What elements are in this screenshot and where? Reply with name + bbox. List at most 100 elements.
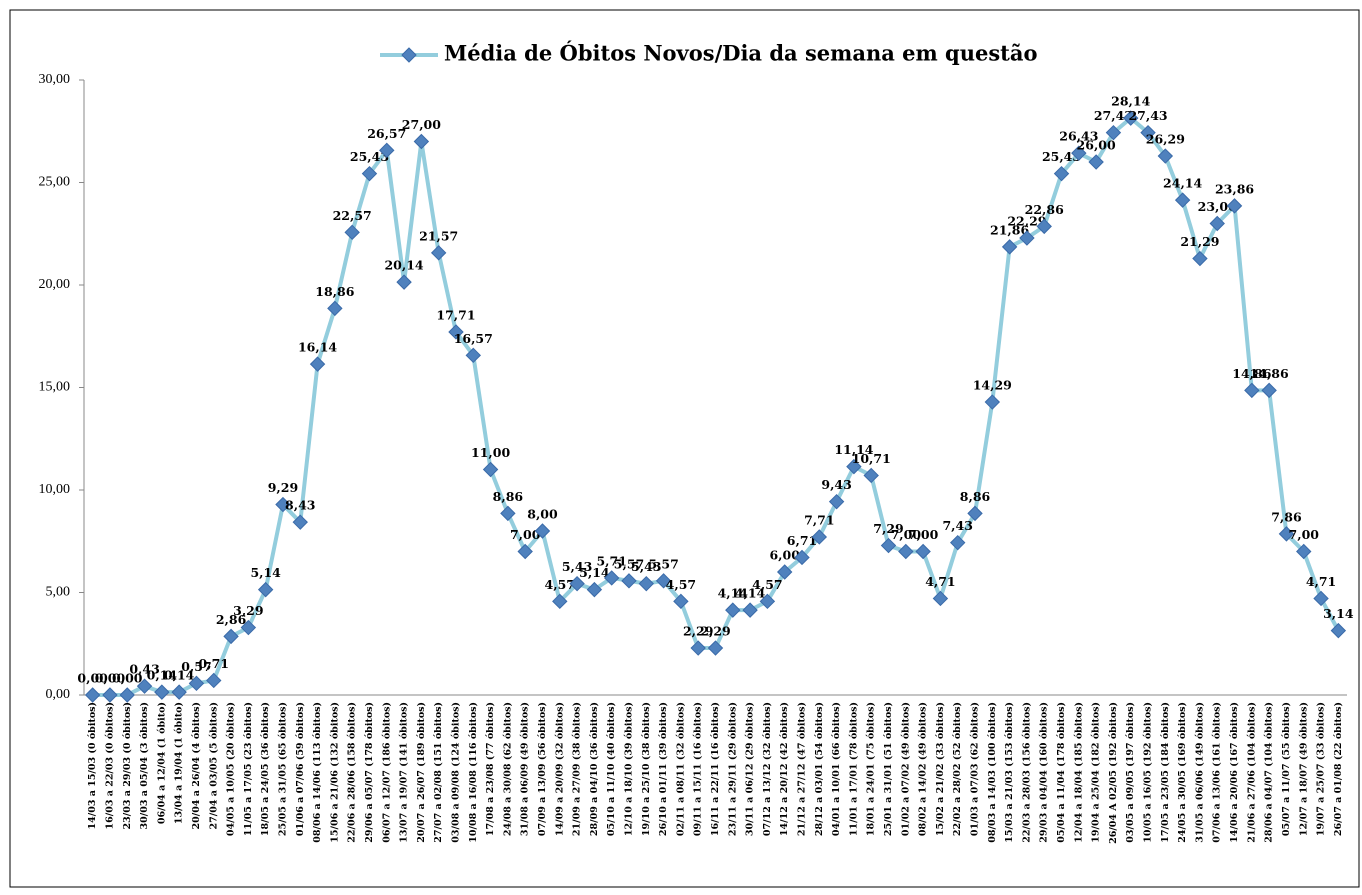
data-label: 26,57 [367,126,406,141]
marker [655,573,672,589]
marker [915,543,931,560]
marker [1071,145,1087,161]
data-label: 23,00 [1198,199,1237,214]
marker [638,575,655,592]
data-label: 0,00 [77,671,108,686]
data-label: 8,86 [960,489,991,504]
x-tick-label: 11/05 a 17/05 (23 óbitos) [243,702,254,836]
x-tick-label: 16/11 a 22/11 (16 óbitos) [710,702,721,836]
marker [1244,382,1260,399]
marker [292,514,308,530]
data-label: 22,29 [1007,214,1046,229]
x-tick-label: 02/11 a 08/11 (32 óbitos) [675,702,686,836]
x-tick-label: 21/09 a 27/09 (38 óbitos) [572,702,583,836]
x-tick-label: 03/08 a 09/08 (124 óbitos) [450,702,461,843]
x-tick-label: 20/04 a 26/04 (4 óbitos) [191,702,202,829]
x-tick-label: 03/05 a 09/05 (197 óbitos) [1125,702,1136,843]
x-tick-label: 16/03 a 22/03 (0 óbitos) [104,702,115,829]
x-tick-label: 26/04 A 02/05 (192 óbitos) [1108,702,1119,844]
marker [188,675,205,692]
data-label: 14,29 [973,378,1012,393]
x-tick-label: 17/08 a 23/08 (77 óbitos) [485,702,496,836]
data-label: 0,57 [181,659,211,674]
marker [552,593,568,610]
x-tick-label: 25/05 a 31/05 (65 óbitos) [277,702,288,836]
x-tick-label: 23/11 a 29/11 (29 óbitos) [727,702,738,836]
data-label: 5,71 [596,553,626,568]
x-tick-label: 11/01 a 17/01 (78 óbitos) [848,702,859,836]
x-tick-label: 28/12 a 03/01 (54 óbitos) [814,702,825,836]
data-label: 3,14 [1323,606,1354,621]
marker [240,619,257,636]
marker [673,593,689,610]
marker [1313,590,1329,607]
x-tick-label: 04/05 a 10/05 (20 óbitos) [226,702,237,836]
data-label: 11,00 [471,445,510,460]
marker [327,300,343,317]
x-tick-label: 08/06 a 14/06 (113 óbitos) [312,702,323,843]
marker [223,628,239,645]
marker [794,549,810,566]
marker [1330,622,1347,639]
data-label: 14,86 [1232,366,1271,381]
x-tick-label: 06/07 a 12/07 (186 óbitos) [381,702,392,843]
marker [119,687,135,703]
x-tick-label: 21/06 a 27/06 (104 óbitos) [1246,702,1257,843]
marker [967,505,983,522]
marker [102,687,118,703]
marker [898,543,914,560]
data-label: 25,43 [1042,149,1081,164]
data-label: 0,71 [199,656,229,671]
data-label: 10,71 [852,451,891,466]
data-label: 25,43 [350,149,389,164]
marker [569,575,585,592]
marker [275,496,291,513]
marker [828,493,845,510]
data-label: 2,86 [216,612,247,627]
data-label: 4,57 [666,577,696,592]
marker [1105,124,1122,141]
x-tick-label: 20/07 a 26/07 (189 óbitos) [416,702,427,843]
data-label: 2,29 [700,624,730,639]
x-tick-label: 30/11 a 06/12 (29 óbitos) [745,702,756,836]
data-label: 27,43 [1128,108,1167,123]
data-label: 7,71 [804,512,834,527]
x-tick-label: 19/10 a 25/10 (38 óbitos) [641,702,652,836]
data-label: 5,57 [648,556,678,571]
data-label: 5,57 [614,556,644,571]
y-tick-label: 0,00 [46,687,71,702]
x-tick-label: 12/10 a 18/10 (39 óbitos) [623,702,634,836]
data-label: 28,14 [1111,94,1150,109]
x-tick-label: 05/04 a 11/04 (178 óbitos) [1056,702,1067,843]
x-tick-label: 17/05 a 23/05 (184 óbitos) [1160,702,1171,843]
data-label: 11,14 [834,442,873,457]
legend-label: Média de Óbitos Novos/Dia da semana em q… [444,41,1038,66]
x-tick-label: 08/03 a 14/03 (100 óbitos) [987,702,998,843]
x-tick-label: 18/01 a 24/01 (75 óbitos) [866,702,877,836]
data-label: 7,00 [1289,527,1320,542]
x-tick-label: 14/03 a 15/03 (0 óbitos) [87,702,98,829]
marker [154,684,170,700]
data-label: 16,57 [454,331,493,346]
data-label: 5,14 [250,565,281,580]
x-tick-label: 26/10 a 01/11 (39 óbitos) [658,702,669,836]
data-label: 4,71 [1306,574,1336,589]
x-tick-label: 27/07 a 02/08 (151 óbitos) [433,702,444,843]
x-tick-label: 10/05 a 16/05 (192 óbitos) [1143,702,1154,843]
data-label: 26,29 [1146,132,1185,147]
data-label: 0,43 [129,662,159,677]
x-tick-label: 27/04 a 03/05 (5 óbitos) [208,702,219,829]
marker [1278,526,1295,542]
x-tick-label: 22/06 a 28/06 (158 óbitos) [347,702,358,843]
data-label: 9,43 [821,477,851,492]
data-label: 5,43 [631,559,661,574]
x-tick-label: 15/06 a 21/06 (132 óbitos) [329,702,340,843]
x-tick-label: 07/12 a 13/12 (32 óbitos) [762,702,773,836]
data-label: 4,57 [752,577,782,592]
data-label: 24,14 [1163,176,1202,191]
x-tick-label: 30/03 a 05/04 (3 óbitos) [139,702,150,829]
x-tick-label: 18/05 a 24/05 (36 óbitos) [260,702,271,836]
x-tick-label: 26/07 a 01/08 (22 óbitos) [1333,702,1344,836]
x-tick-label: 05/10 a 11/10 (40 óbitos) [606,702,617,836]
